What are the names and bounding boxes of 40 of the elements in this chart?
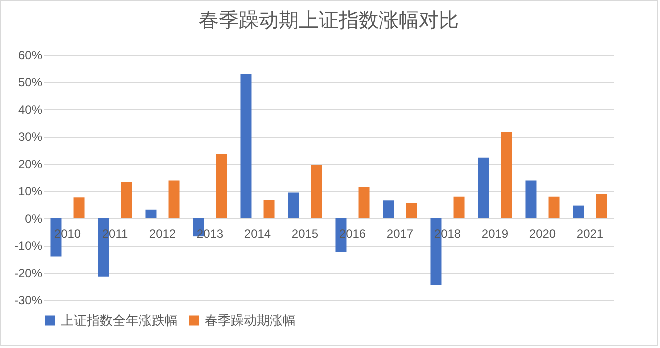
bar: [264, 200, 275, 218]
bar: [383, 200, 394, 218]
y-tick-label: 50%: [18, 76, 43, 90]
bar: [121, 182, 132, 218]
y-tick-label: 20%: [18, 157, 43, 172]
x-tick-label: 2021: [576, 226, 604, 241]
bar: [596, 194, 608, 218]
x-tick-label: 2013: [196, 226, 224, 241]
bar: [288, 192, 300, 218]
bar: [478, 158, 490, 218]
x-tick-label: 2017: [386, 226, 414, 241]
x-tick-label: 2012: [149, 226, 176, 241]
y-tick-label: 60%: [18, 48, 43, 62]
y-tick-label: 40%: [18, 102, 43, 117]
chart-title: 春季躁动期上证指数涨幅对比: [199, 10, 459, 32]
legend-label: 春季躁动期涨幅: [205, 312, 296, 328]
bar: [240, 74, 252, 218]
bar: [454, 196, 465, 218]
bar: [526, 180, 537, 218]
bar: [406, 203, 418, 218]
bar: [216, 154, 228, 218]
x-tick-label: 2019: [482, 226, 509, 241]
x-tick-label: 2015: [292, 226, 319, 241]
bar: [358, 187, 370, 218]
y-tick-label: -10%: [14, 239, 43, 254]
bar: [548, 196, 560, 218]
bar: [146, 210, 157, 218]
bar: [311, 165, 322, 218]
y-tick-label: 10%: [18, 184, 43, 199]
legend-label: 上证指数全年涨跌幅: [61, 312, 178, 328]
y-tick-label: 0%: [25, 212, 43, 226]
x-tick-label: 2014: [244, 226, 272, 241]
bar: [501, 132, 512, 218]
y-tick-label: 30%: [18, 130, 43, 144]
y-tick-label: -20%: [14, 266, 43, 280]
x-tick-label: 2020: [529, 226, 556, 241]
bar: [168, 180, 180, 218]
bar: [74, 198, 85, 218]
y-tick-label: -30%: [14, 294, 43, 308]
bar: [573, 206, 584, 218]
